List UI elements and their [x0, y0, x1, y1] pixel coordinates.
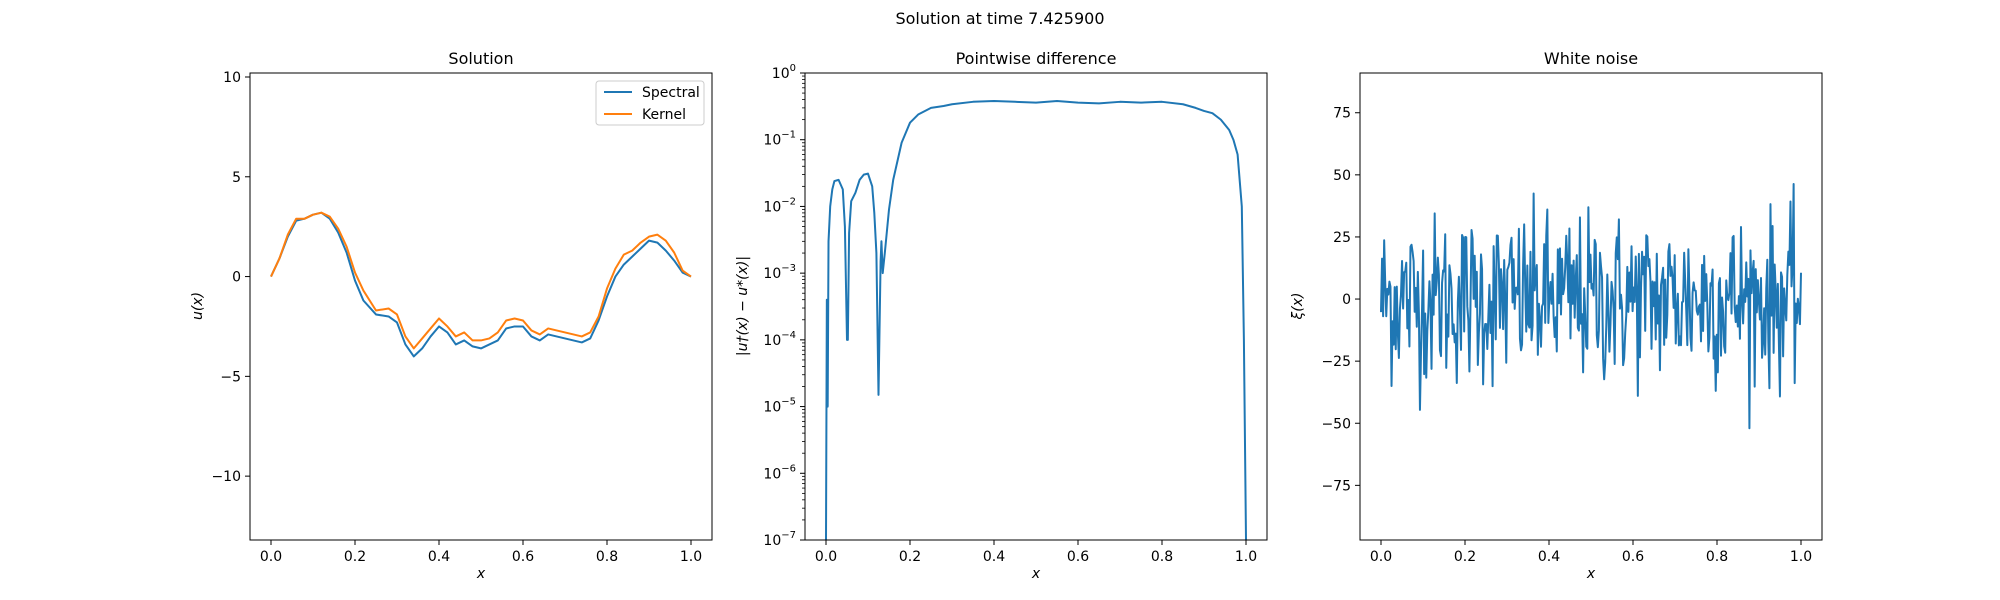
noise-xtick-label: 0.4	[1538, 549, 1560, 565]
solution-legend: Spectral Kernel	[595, 80, 705, 126]
kernel-series-line	[270, 211, 692, 350]
difference-xtick-label: 1.0	[1235, 549, 1257, 565]
noise-xtick-label: 0.0	[1370, 549, 1392, 565]
noise-ylabel: ξ(x)	[1290, 292, 1306, 320]
difference-title: Pointwise difference	[956, 49, 1117, 68]
difference-xtick-label: 0.6	[1067, 549, 1089, 565]
solution-xtick-label: 0.4	[428, 549, 450, 565]
difference-ytick-label: 10−4	[763, 330, 796, 349]
solution-ytick-label: −5	[220, 369, 241, 385]
solution-xtick-label: 0.2	[344, 549, 366, 565]
solution-ytick-label: 0	[232, 270, 241, 286]
difference-xtick-label: 0.8	[1151, 549, 1173, 565]
noise-ytick-label: −25	[1321, 354, 1351, 370]
noise-ytick-label: 50	[1333, 168, 1351, 184]
difference-plot-area	[805, 73, 1267, 540]
difference-axes-frame	[804, 72, 1268, 541]
difference-xtick-label: 0.2	[899, 549, 921, 565]
noise-xlabel: x	[1586, 566, 1596, 582]
solution-xtick-label: 0.0	[260, 549, 282, 565]
difference-xtick-label: 0.4	[983, 549, 1005, 565]
figure-suptitle: Solution at time 7.425900	[895, 9, 1104, 28]
noise-ytick-label: −75	[1321, 478, 1351, 494]
legend-kernel-label: Kernel	[642, 107, 686, 123]
solution-plot-area	[250, 73, 712, 540]
noise-panel: 0.0 0.2 0.4 0.6 0.8 1.0 75 50 25 0 −25 −50 −75 Whit…	[1290, 49, 1823, 582]
noise-plot-area	[1360, 73, 1822, 540]
noise-xtick-label: 0.6	[1622, 549, 1644, 565]
noise-ytick-label: 0	[1342, 292, 1351, 308]
difference-ytick-label: 100	[772, 63, 796, 82]
noise-xtick-label: 0.2	[1454, 549, 1476, 565]
solution-xtick-label: 0.8	[596, 549, 618, 565]
solution-xtick-label: 1.0	[680, 549, 702, 565]
noise-xtick-label: 1.0	[1790, 549, 1812, 565]
difference-ytick-label: 10−2	[763, 196, 796, 215]
noise-ytick-label: 75	[1333, 106, 1351, 122]
solution-ytick-label: 10	[223, 70, 241, 86]
spectral-series-line	[270, 211, 692, 358]
difference-ytick-label: 10−6	[763, 463, 796, 482]
difference-ytick-label: 10−1	[763, 130, 796, 149]
legend-spectral-label: Spectral	[642, 85, 700, 101]
noise-xtick-label: 0.8	[1706, 549, 1728, 565]
noise-axes-frame	[1359, 72, 1823, 541]
solution-ytick-label: 5	[232, 170, 241, 186]
solution-ytick-label: −10	[211, 469, 241, 485]
solution-xtick-label: 0.6	[512, 549, 534, 565]
solution-title: Solution	[448, 49, 513, 68]
difference-xlabel: x	[1031, 566, 1041, 582]
difference-ytick-label: 10−3	[763, 263, 796, 282]
noise-ytick-label: 25	[1333, 230, 1351, 246]
noise-series-line	[1380, 183, 1802, 430]
difference-ylabel: |u†(x) − u*(x)|	[735, 256, 751, 356]
solution-xlabel: x	[476, 566, 486, 582]
noise-title: White noise	[1544, 49, 1638, 68]
solution-axes-frame	[249, 72, 713, 541]
difference-ytick-label: 10−5	[763, 397, 796, 416]
difference-series-line	[825, 100, 1247, 541]
solution-ylabel: u(x)	[190, 292, 206, 320]
difference-ytick-label: 10−7	[763, 530, 796, 549]
difference-xtick-label: 0.0	[815, 549, 837, 565]
noise-ytick-label: −50	[1321, 416, 1351, 432]
difference-panel: 0.0 0.2 0.4 0.6 0.8 1.0 100 10−1 10−2 10−3 10−4 10…	[735, 49, 1268, 582]
